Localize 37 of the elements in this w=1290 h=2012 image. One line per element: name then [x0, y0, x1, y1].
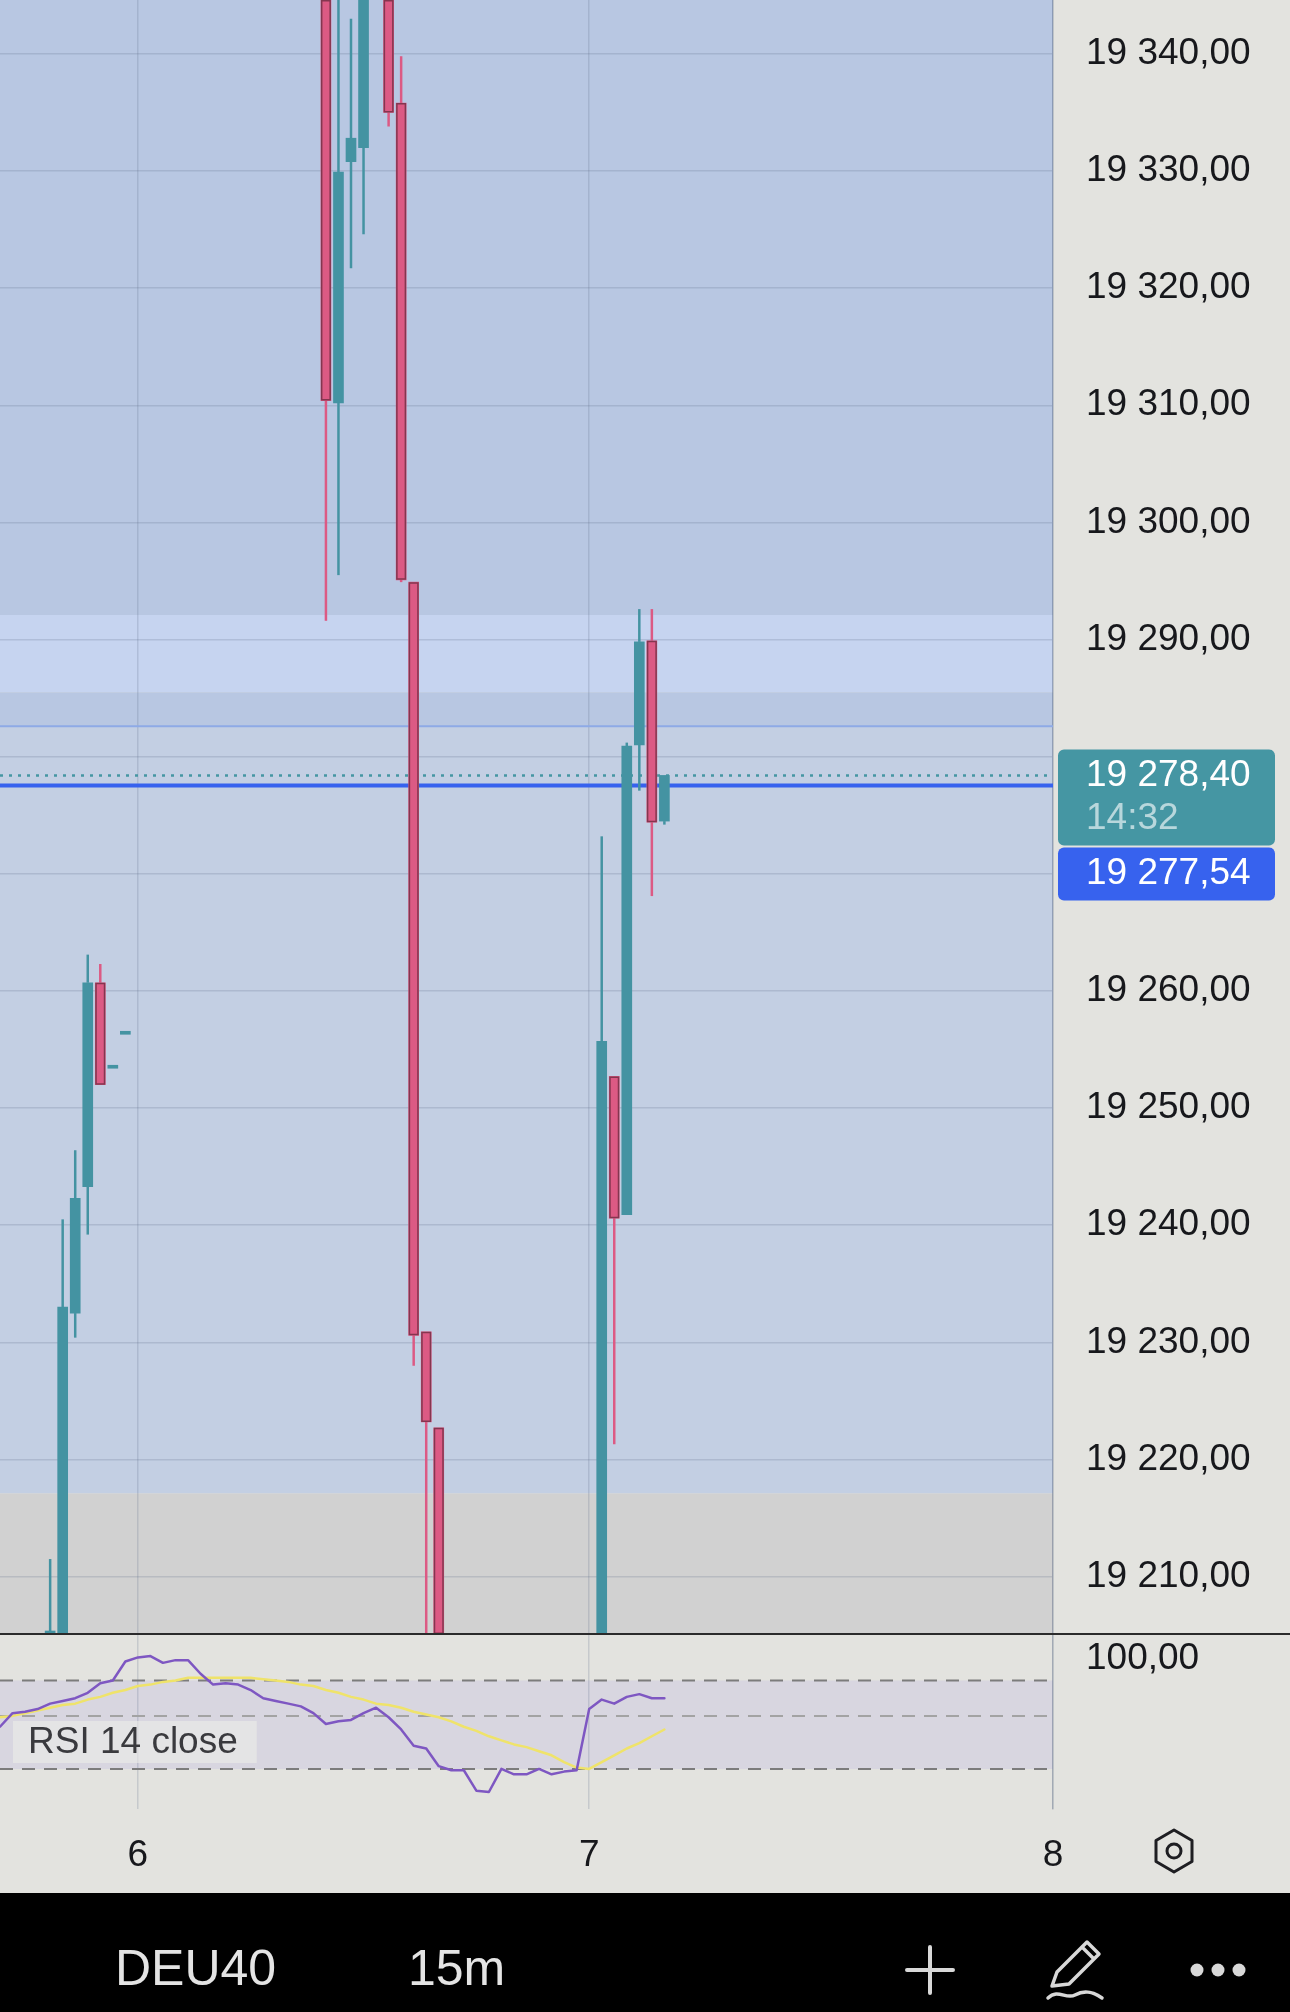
candlestick: [420, 1331, 432, 1634]
text: RSI 14 close: [28, 1720, 238, 1762]
y-tick-label: 19 250,00: [1086, 1085, 1251, 1127]
text: DEU40: [115, 1939, 277, 1998]
y-tick-label: 19 320,00: [1086, 265, 1251, 307]
candlestick: [320, 0, 332, 623]
y-tick-label: 19 340,00: [1086, 31, 1251, 73]
candlestick: [333, 0, 344, 577]
candlestick: [82, 953, 94, 1236]
ref-line-label: 19 277,54: [1086, 851, 1251, 893]
y-tick-label: 19 210,00: [1086, 1553, 1251, 1595]
y-tick-label: 19 310,00: [1086, 382, 1251, 424]
y-tick-label: 19 220,00: [1086, 1436, 1251, 1478]
y-tick-label: 19 240,00: [1086, 1202, 1251, 1244]
candlestick: [345, 17, 357, 270]
text: 100,00: [1086, 1636, 1200, 1678]
text: 15m: [408, 1939, 506, 1998]
candlestick: [433, 1427, 445, 1634]
candlestick: [57, 1218, 69, 1634]
candlestick: [408, 581, 420, 1368]
y-tick-label: 19 300,00: [1086, 499, 1251, 541]
candlestick: [608, 1076, 620, 1446]
candlestick: [596, 835, 608, 1634]
y-tick-label: 19 260,00: [1086, 968, 1251, 1010]
candlestick: [94, 962, 106, 1085]
candlestick: [646, 607, 658, 898]
x-tick-label: 8: [1042, 1833, 1064, 1875]
y-tick-label: 19 330,00: [1086, 148, 1251, 190]
y-tick-label: 19 290,00: [1086, 616, 1251, 658]
text: 14:32: [1086, 796, 1179, 838]
x-tick-label: 6: [127, 1833, 149, 1875]
candlestick: [358, 0, 369, 236]
y-tick-label: 19 230,00: [1086, 1319, 1251, 1361]
x-tick-label: 7: [578, 1833, 600, 1875]
ref-line-label: 19 278,40: [1086, 753, 1251, 795]
candlestick: [69, 1148, 81, 1339]
candlestick: [383, 0, 394, 128]
